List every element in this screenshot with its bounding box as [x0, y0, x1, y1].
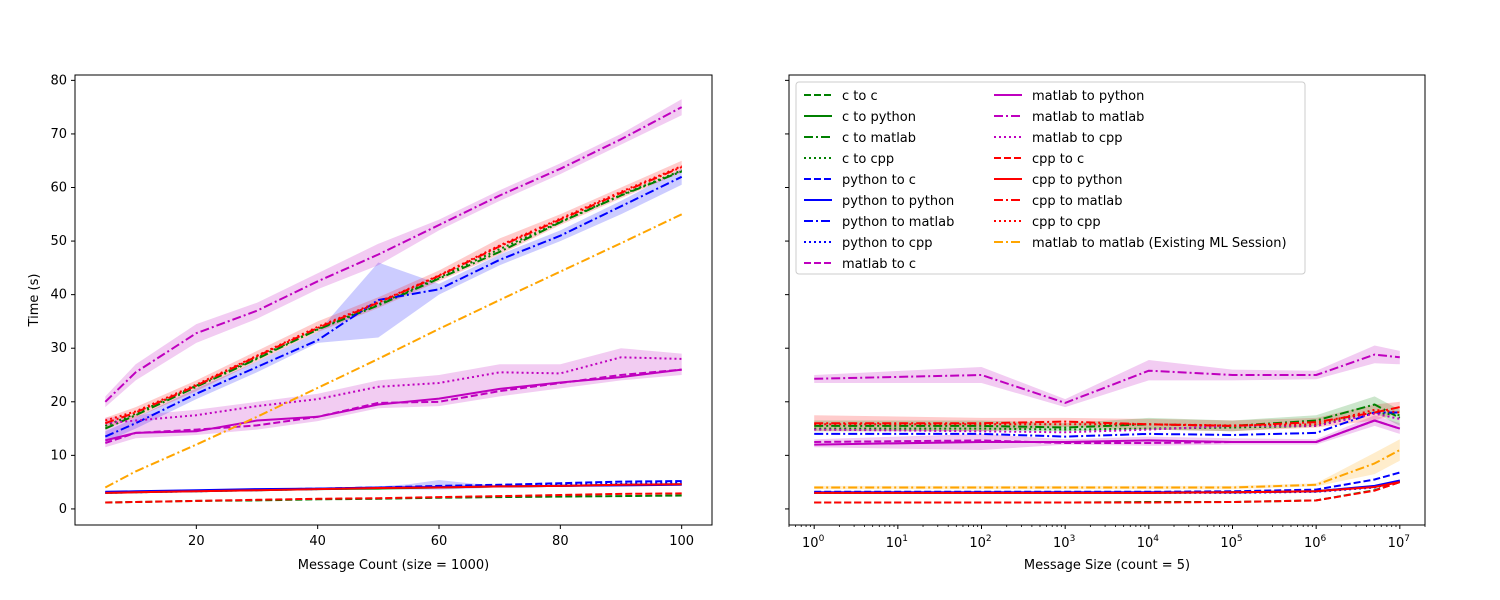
- series-line-13: [105, 483, 682, 494]
- legend-label: cpp to cpp: [1032, 215, 1101, 230]
- legend-frame: [795, 81, 1306, 275]
- x-tick-label: 40: [309, 534, 326, 549]
- legend-label: c to python: [842, 110, 916, 125]
- x-tick-label: 100: [802, 534, 825, 551]
- confidence-band-0: [814, 345, 1400, 408]
- legend-label: matlab to matlab: [1032, 110, 1144, 125]
- series-line-10: [104, 106, 683, 403]
- x-tick-label: 101: [886, 534, 908, 551]
- x-tick-label: 100: [669, 534, 694, 549]
- confidence-band-0: [105, 168, 682, 443]
- legend-label: c to matlab: [842, 131, 916, 146]
- legend-label: cpp to python: [1032, 173, 1122, 188]
- legend-label: matlab to python: [1032, 89, 1144, 104]
- y-tick-label: 30: [50, 341, 67, 356]
- y-axis-label: Time (s): [27, 274, 42, 328]
- series-line-12: [105, 492, 682, 504]
- legend-label: matlab to cpp: [1032, 131, 1123, 146]
- y-tick-label: 40: [50, 288, 67, 303]
- x-tick-label: 80: [552, 534, 569, 549]
- series-line-15: [105, 165, 683, 422]
- x-tick-label: 107: [1388, 534, 1410, 551]
- confidence-band-2: [814, 396, 1400, 432]
- y-tick-label: 50: [50, 234, 67, 249]
- panel-count: 0 10 20 30 40 50 60 70 80 20 40 60 80 100 Message Coun…: [27, 73, 713, 573]
- series-line-11: [105, 356, 682, 425]
- series-line-16: [814, 449, 1401, 489]
- x-tick-label: 102: [969, 534, 991, 551]
- x-tick-label: 20: [188, 534, 205, 549]
- series-line-6: [814, 411, 1400, 438]
- legend-label: python to c: [842, 173, 916, 188]
- x-tick-label: 105: [1220, 534, 1242, 551]
- series-line-6: [104, 175, 683, 438]
- confidence-band-1: [105, 99, 682, 408]
- legend-label: cpp to matlab: [1032, 194, 1123, 209]
- x-tick-label: 60: [431, 534, 448, 549]
- legend-label: matlab to c: [842, 257, 916, 272]
- series-line-13: [814, 481, 1400, 494]
- legend-label: c to c: [842, 89, 878, 104]
- plot-area-size: [814, 345, 1401, 504]
- series-line-3: [104, 169, 683, 427]
- legend-label: matlab to matlab (Existing ML Session): [1032, 236, 1287, 251]
- y-tick-label: 70: [50, 127, 67, 142]
- y-tick-label: 10: [50, 448, 67, 463]
- y-tick-label: 20: [50, 395, 67, 410]
- y-tick-label: 0: [59, 502, 67, 517]
- x-tick-label: 106: [1304, 534, 1327, 551]
- panel-size: 100 101 102 103 104 105 106 107 Message Size (co…: [785, 74, 1426, 573]
- x-axis-label: Message Size (count = 5): [1024, 558, 1190, 573]
- series-line-10: [814, 353, 1400, 404]
- legend-label: python to python: [842, 194, 954, 209]
- legend-label: python to cpp: [842, 236, 932, 251]
- series-line-12: [814, 481, 1401, 504]
- y-tick-label: 80: [50, 73, 67, 88]
- x-tick-label: 103: [1053, 534, 1075, 551]
- series-line-9: [105, 368, 682, 442]
- legend-label: cpp to c: [1032, 152, 1084, 167]
- axes-frame: [788, 74, 1426, 526]
- series-line-9: [814, 419, 1401, 446]
- legend-label: c to cpp: [842, 152, 894, 167]
- axes-frame: [74, 74, 713, 526]
- x-tick-label: 104: [1137, 534, 1160, 551]
- x-axis-label: Message Count (size = 1000): [298, 558, 489, 573]
- legend-label: python to matlab: [842, 215, 954, 230]
- plot-area-count: [104, 99, 683, 504]
- series-line-15: [814, 408, 1400, 427]
- series-line-16: [104, 213, 683, 489]
- y-tick-label: 60: [50, 181, 67, 196]
- series-line-11: [814, 412, 1401, 434]
- series-line-14: [104, 166, 683, 425]
- legend: c to c c to python c to matlab c to cpp pyth…: [795, 81, 1306, 275]
